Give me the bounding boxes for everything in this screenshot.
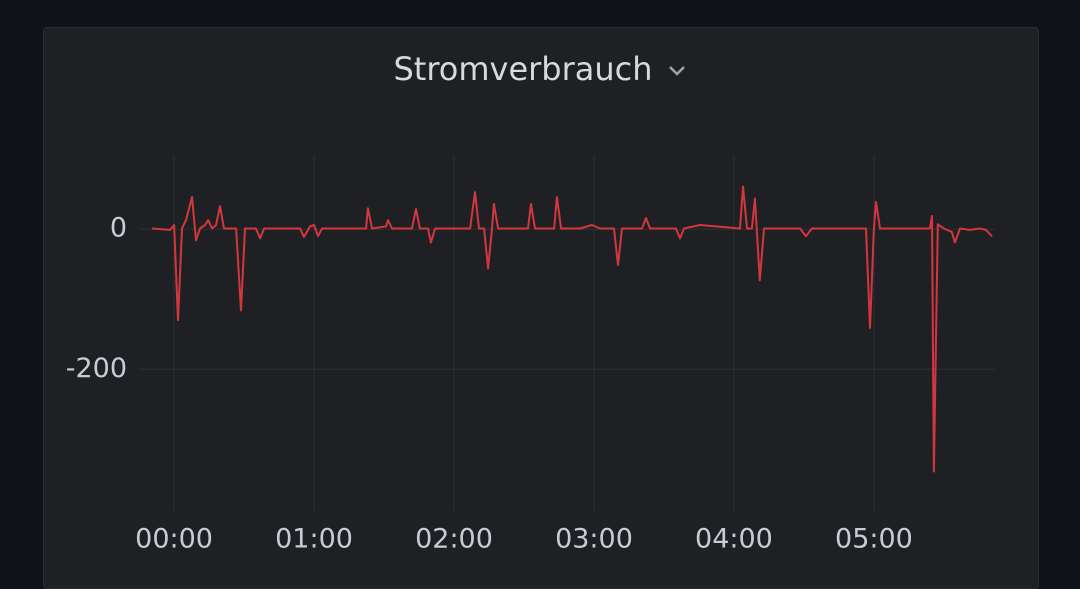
panel-header[interactable]: Stromverbrauch [0,50,1080,88]
data-line [152,185,993,473]
x-tick-label: 00:00 [135,524,213,555]
y-tick-label: -200 [66,353,127,384]
x-tick-label: 04:00 [695,524,773,555]
page: Stromverbrauch -200 0 00:00 01:00 02:00 03:00… [0,27,1080,589]
x-tick-label: 03:00 [555,524,633,555]
panel [43,27,1039,589]
chart: -200 0 00:00 01:00 02:00 03:00 04:00 05:00 [66,155,995,555]
chevron-icon[interactable] [667,64,687,78]
y-tick-label: 0 [110,213,127,244]
x-tick-label: 02:00 [415,524,493,555]
x-tick-label: 05:00 [835,524,913,555]
panel-title[interactable]: Stromverbrauch [393,50,653,88]
x-tick-label: 01:00 [275,524,353,555]
